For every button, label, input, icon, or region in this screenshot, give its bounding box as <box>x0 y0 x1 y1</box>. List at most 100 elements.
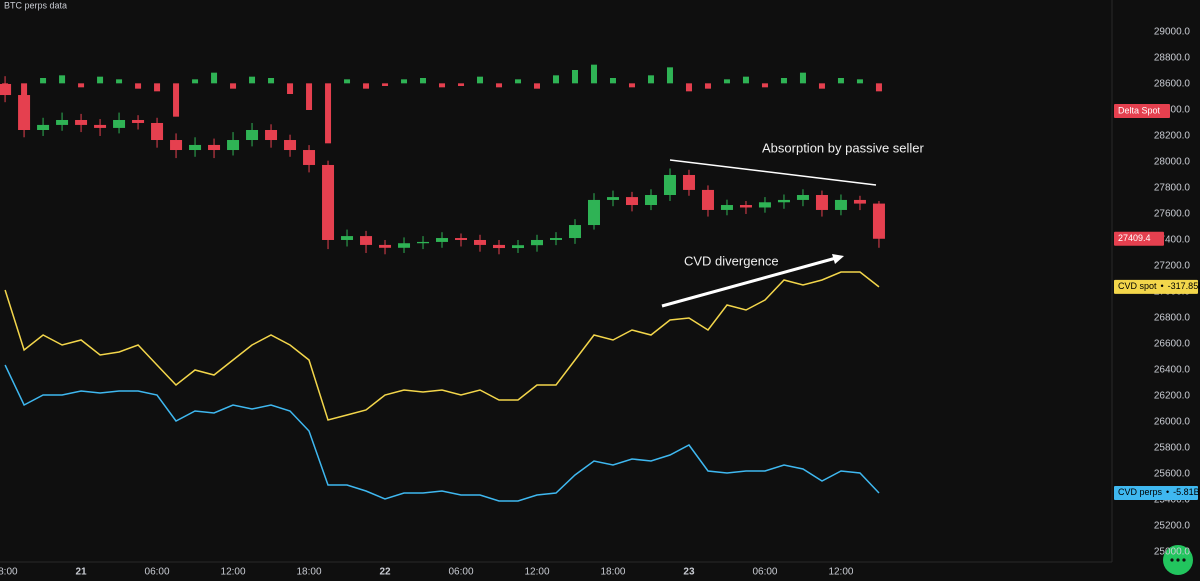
candle-body <box>18 95 31 131</box>
delta-bar <box>704 83 711 89</box>
candle-body <box>303 150 316 165</box>
candle-body <box>777 199 790 203</box>
x-tick-label: 18:00 <box>600 567 625 578</box>
delta-bar <box>268 78 275 84</box>
candle-body <box>720 205 733 210</box>
candle-body <box>113 119 126 128</box>
candle-body <box>815 195 828 210</box>
delta-bar <box>496 83 503 88</box>
candle-body <box>853 199 866 204</box>
x-tick-label: 12:00 <box>524 567 549 578</box>
delta-bar <box>401 79 408 84</box>
delta-bar <box>799 72 806 84</box>
delta-bar <box>249 76 256 84</box>
candle-body <box>398 243 411 248</box>
y-tick-label: 28400.0 <box>1154 105 1191 116</box>
candle-body <box>322 164 335 240</box>
price-tag: 27409.4 <box>1118 233 1151 243</box>
candle-body <box>455 238 468 240</box>
delta-bar <box>173 83 180 117</box>
candle-body <box>0 83 12 96</box>
candle-body <box>170 140 183 151</box>
delta-bar <box>837 78 844 84</box>
annotation: Absorption by passive seller <box>762 140 925 155</box>
delta-bar <box>116 79 123 84</box>
delta-bar <box>230 83 237 89</box>
cvd-line <box>4 364 880 502</box>
x-tick-label: 06:00 <box>448 567 473 578</box>
candle-body <box>701 189 714 210</box>
candle-body <box>75 119 88 125</box>
candle-body <box>493 244 506 249</box>
delta-bar <box>287 83 294 94</box>
candle-body <box>360 236 373 245</box>
cvd-tag-sep: • <box>1161 281 1164 291</box>
delta-tag-bg <box>1114 104 1170 118</box>
delta-bar <box>856 79 863 84</box>
x-tick-label: 06:00 <box>752 567 777 578</box>
dot <box>1182 558 1186 562</box>
y-tick-label: 25800.0 <box>1154 443 1191 454</box>
candle-body <box>94 124 107 128</box>
candle-body <box>606 197 619 200</box>
candle-body <box>284 140 297 151</box>
candle-body <box>151 122 164 141</box>
delta-bar <box>515 79 522 84</box>
cvd-tag-value: -5.81B <box>1173 487 1200 497</box>
y-tick-label: 27800.0 <box>1154 183 1191 194</box>
menu-button[interactable] <box>1163 545 1193 575</box>
delta-bar <box>363 83 370 89</box>
plot-area <box>0 64 885 502</box>
y-tick-label: 27200.0 <box>1154 261 1191 272</box>
arrow-head <box>832 254 844 264</box>
delta-bar <box>40 78 47 84</box>
x-tick-label: 06:00 <box>145 567 170 578</box>
y-tick-label: 28600.0 <box>1154 79 1191 90</box>
y-tick-label: 25200.0 <box>1154 521 1191 532</box>
y-tick-label: 28200.0 <box>1154 131 1191 142</box>
candle-body <box>872 203 885 239</box>
candle-body <box>834 199 847 210</box>
candle-body <box>625 197 638 206</box>
chart-title: BTC perps data <box>4 0 67 10</box>
delta-bar <box>553 75 559 84</box>
delta-bar <box>534 83 541 89</box>
candle-body <box>550 238 562 240</box>
delta-bar <box>97 76 104 84</box>
cvd-tag: CVD perps • -5.81B <box>1118 487 1200 497</box>
candle-body <box>531 239 544 246</box>
cvd-tag-bg <box>1114 279 1198 294</box>
delta-bar <box>192 79 199 84</box>
x-tick-label: 18:00 <box>0 567 18 578</box>
delta-bar <box>761 83 768 88</box>
delta-bar <box>609 78 616 84</box>
price-tag-bg <box>1114 231 1164 246</box>
candle-body <box>682 174 695 190</box>
delta-bar <box>875 83 882 92</box>
delta-tag: Delta Spot <box>1118 105 1161 115</box>
candle-body <box>758 202 771 208</box>
candle-body <box>189 144 202 151</box>
x-tick-label: 18:00 <box>297 567 322 578</box>
cvd-tag-value: -317.85M <box>1168 281 1200 291</box>
x-tick-label: 22 <box>379 567 391 578</box>
cvd-tag-sep: • <box>1166 487 1169 497</box>
y-tick-label: 26400.0 <box>1154 365 1191 376</box>
delta-bar <box>647 75 654 84</box>
cvd-tag-bg <box>1114 486 1198 500</box>
y-tick-label: 28000.0 <box>1154 157 1191 168</box>
candle-body <box>739 205 752 208</box>
delta-bar <box>685 83 692 92</box>
y-tick-label: 25400.0 <box>1154 495 1191 506</box>
delta-bar <box>571 70 578 84</box>
delta-bar <box>723 79 730 84</box>
delta-bar <box>628 83 635 88</box>
candle-body <box>568 225 581 239</box>
annotation: CVD divergence <box>684 253 779 268</box>
delta-bar <box>325 83 332 144</box>
delta-bar <box>666 67 673 84</box>
x-tick-label: 12:00 <box>221 567 246 578</box>
y-tick-label: 27400.0 <box>1154 235 1191 246</box>
candle-body <box>796 195 809 200</box>
